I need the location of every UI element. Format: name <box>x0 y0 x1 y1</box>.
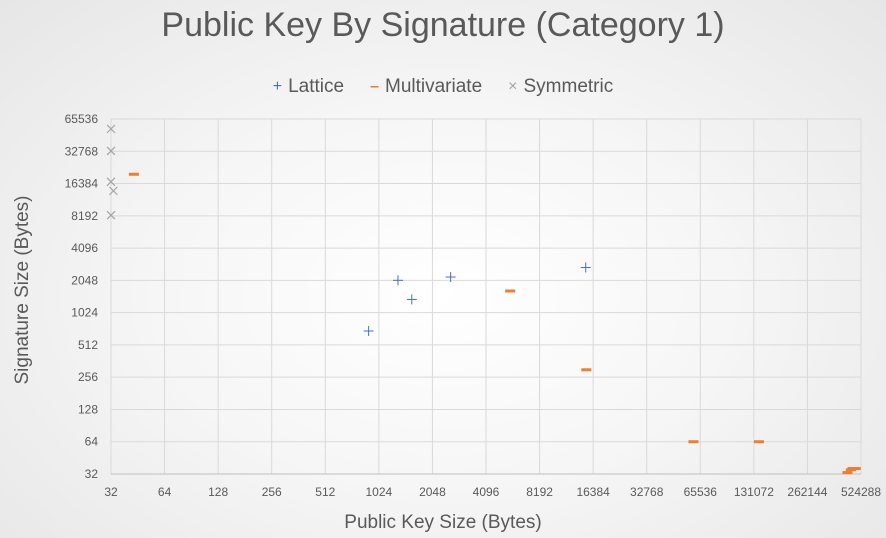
y-tick-label: 8192 <box>71 209 98 223</box>
x-tick-label: 2048 <box>419 485 446 499</box>
data-point-lattice <box>406 294 417 305</box>
y-tick-label: 128 <box>78 402 98 416</box>
x-tick-label: 4096 <box>473 485 500 499</box>
data-point-symmetric <box>106 124 116 134</box>
legend-entry-symmetric: × Symmetric <box>508 76 613 98</box>
data-point-lattice <box>393 275 404 286</box>
legend-label-lattice: Lattice <box>288 76 345 97</box>
data-point-lattice <box>363 326 374 337</box>
dash-marker-icon: – <box>370 78 379 95</box>
data-point-symmetric <box>106 177 116 187</box>
x-tick-label: 65536 <box>684 485 718 499</box>
data-point-symmetric <box>106 146 116 156</box>
x-tick-label: 131072 <box>734 485 774 499</box>
data-point-lattice <box>445 272 456 283</box>
y-tick-label: 1024 <box>71 306 98 320</box>
x-tick-label: 128 <box>208 485 228 499</box>
x-axis-title: Public Key Size (Bytes) <box>344 512 542 533</box>
x-tick-label: 512 <box>315 485 335 499</box>
x-tick-label: 1024 <box>366 485 393 499</box>
x-tick-label: 32768 <box>630 485 664 499</box>
chart-title: Public Key By Signature (Category 1) <box>161 6 725 44</box>
y-tick-label: 2048 <box>71 273 98 287</box>
y-tick-label: 64 <box>85 435 99 449</box>
legend-label-symmetric: Symmetric <box>523 76 614 97</box>
x-tick-label: 32 <box>104 485 118 499</box>
data-point-lattice <box>580 262 591 273</box>
y-tick-label: 4096 <box>71 241 98 255</box>
y-tick-label: 256 <box>78 370 98 384</box>
legend-label-multivariate: Multivariate <box>385 76 483 97</box>
plus-marker-icon: + <box>272 78 283 95</box>
x-tick-label: 262144 <box>787 485 827 499</box>
cross-marker-icon: × <box>508 78 518 95</box>
legend: + Lattice – Multivariate × Symmetric <box>0 76 886 98</box>
y-tick-label: 32 <box>85 467 99 481</box>
y-tick-label: 32768 <box>65 144 99 158</box>
data-point-symmetric <box>106 210 116 220</box>
data-point-symmetric <box>108 186 118 196</box>
y-tick-label: 65536 <box>65 112 99 126</box>
y-tick-label: 16384 <box>65 177 99 191</box>
y-tick-label: 512 <box>78 338 98 352</box>
legend-entry-lattice: + Lattice <box>273 76 344 98</box>
x-tick-label: 256 <box>262 485 282 499</box>
x-tick-label: 64 <box>158 485 172 499</box>
x-tick-label: 524288 <box>841 485 881 499</box>
legend-entry-multivariate: – Multivariate <box>370 76 482 98</box>
x-tick-label: 8192 <box>526 485 553 499</box>
x-tick-label: 16384 <box>576 485 610 499</box>
y-axis-title: Signature Size (Bytes) <box>12 195 33 385</box>
